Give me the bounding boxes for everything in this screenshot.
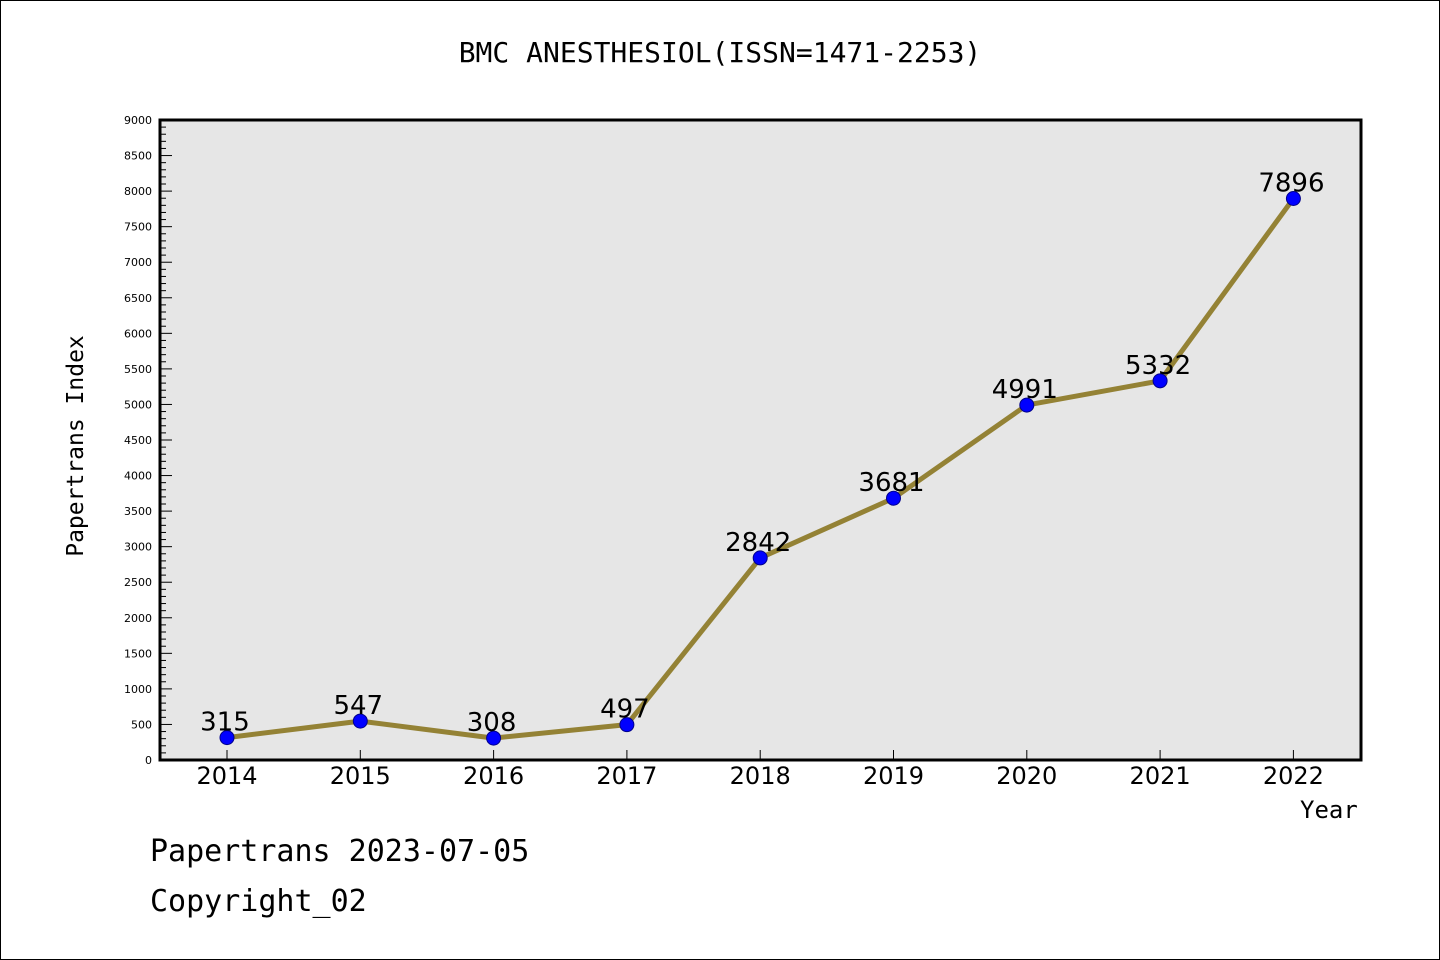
- y-tick-label: 5500: [124, 363, 152, 376]
- data-label: 497: [600, 695, 650, 725]
- y-tick-label: 9000: [124, 114, 152, 127]
- data-label: 7896: [1258, 169, 1324, 199]
- footer-source: Papertrans 2023-07-05: [150, 834, 530, 869]
- data-label: 5332: [1125, 351, 1191, 381]
- data-label: 2842: [725, 528, 791, 558]
- data-point: [619, 717, 635, 733]
- data-label: 547: [333, 691, 383, 721]
- data-point: [1019, 397, 1035, 413]
- y-tick-label: 8000: [124, 185, 152, 198]
- y-tick-label: 2500: [124, 576, 152, 589]
- y-tick-label: 4500: [124, 434, 152, 447]
- y-tick-label: 0: [145, 754, 152, 767]
- y-axis: 0 500 1000 1500 2000 2500 3000 3500 4000 4500 5000…: [124, 114, 172, 767]
- data-label: 3681: [858, 468, 924, 498]
- plot-area: [160, 120, 1361, 760]
- y-tick-label: 5000: [124, 398, 152, 411]
- data-point: [1285, 191, 1301, 207]
- data-point: [886, 490, 901, 506]
- y-tick-label: 2000: [124, 612, 152, 625]
- y-tick-label: 4000: [124, 470, 152, 483]
- x-tick-label: 2019: [863, 762, 924, 790]
- chart-title: BMC ANESTHESIOL(ISSN=1471-2253): [458, 36, 982, 69]
- y-tick-label: 3500: [124, 505, 152, 518]
- y-tick-label: 7500: [124, 221, 152, 234]
- x-tick-label: 2021: [1130, 762, 1191, 790]
- x-tick-label: 2015: [330, 762, 391, 790]
- y-tick-label: 6500: [124, 292, 152, 305]
- y-tick-label: 1000: [124, 683, 152, 696]
- y-tick-label: 1500: [124, 647, 152, 660]
- data-point: [486, 730, 502, 746]
- y-tick-label: 3000: [124, 541, 152, 554]
- data-label: 308: [467, 708, 517, 738]
- x-tick-label: 2016: [463, 762, 524, 790]
- x-axis-label: Year: [1300, 796, 1358, 824]
- x-tick-label: 2020: [996, 762, 1057, 790]
- x-axis: 2014 2015 2016 2017 2018 2019 2020 2021 2022: [196, 750, 1324, 790]
- footer-copyright: Copyright_02: [150, 884, 367, 919]
- data-point: [752, 550, 768, 566]
- data-label: 4991: [992, 375, 1058, 405]
- data-point: [219, 730, 235, 746]
- x-tick-label: 2018: [730, 762, 791, 790]
- data-point: [1152, 373, 1168, 389]
- y-tick-label: 7000: [124, 256, 152, 269]
- x-tick-label: 2022: [1263, 762, 1324, 790]
- y-tick-label: 8500: [124, 150, 152, 163]
- y-tick-label: 6000: [124, 327, 152, 340]
- plot-border: [158, 118, 1363, 762]
- x-tick-label: 2014: [196, 762, 257, 790]
- series-layer: 315 547 308 497 2842 3681 4991 5332 7896: [200, 169, 1324, 746]
- data-point: [352, 713, 368, 729]
- y-tick-label: 500: [131, 718, 152, 731]
- data-label: 315: [200, 708, 250, 738]
- x-tick-label: 2017: [596, 762, 657, 790]
